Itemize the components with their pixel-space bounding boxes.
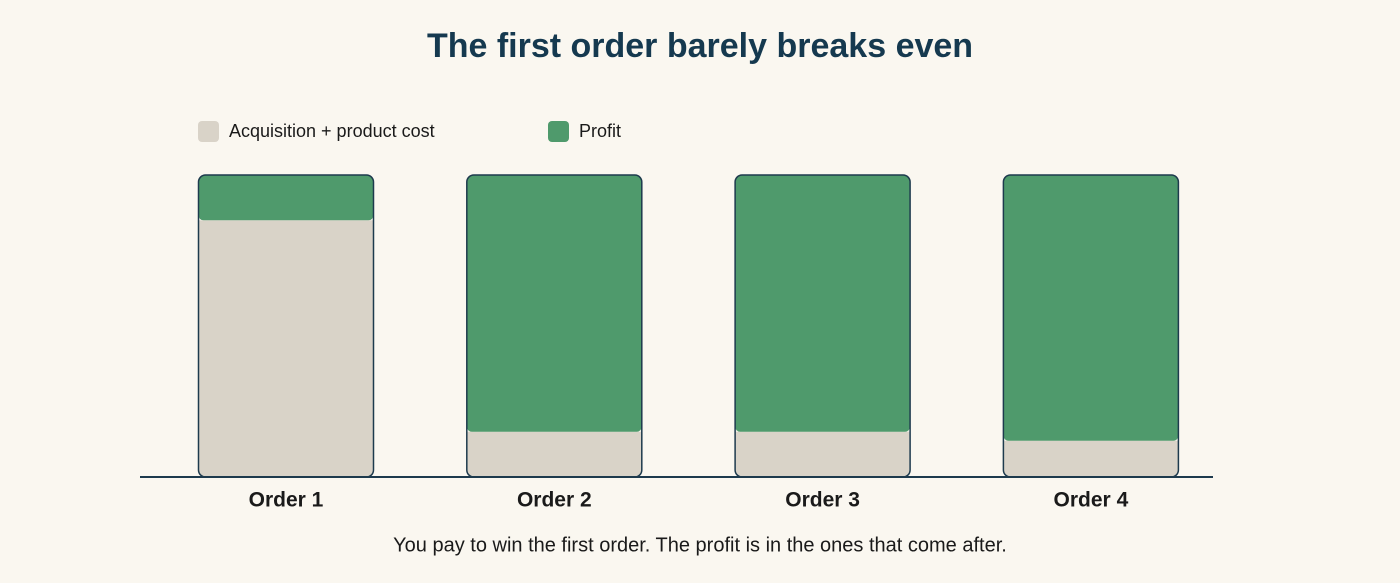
legend-swatch (548, 121, 569, 142)
bar-group (1003, 175, 1179, 477)
bar-segment (198, 175, 374, 221)
legend-swatch (198, 121, 219, 142)
chart-title: The first order barely breaks even (427, 27, 973, 65)
bar-group (735, 175, 911, 477)
bar-segment (1003, 440, 1179, 477)
bar-group (198, 175, 374, 477)
x-tick-label: Order 3 (785, 489, 860, 512)
bar-segment (198, 220, 374, 477)
legend-label: Profit (579, 121, 621, 141)
x-tick-label: Order 4 (1054, 489, 1129, 512)
bar-segment (735, 175, 911, 432)
bar-segment (466, 175, 642, 432)
x-tick-label: Order 1 (249, 489, 324, 512)
x-tick-label: Order 2 (517, 489, 592, 512)
bar-segment (1003, 175, 1179, 441)
bar-segment (466, 431, 642, 477)
caption: You pay to win the first order. The prof… (393, 534, 1007, 556)
legend-label: Acquisition + product cost (229, 121, 435, 141)
bar-group (466, 175, 642, 477)
bar-segment (735, 431, 911, 477)
